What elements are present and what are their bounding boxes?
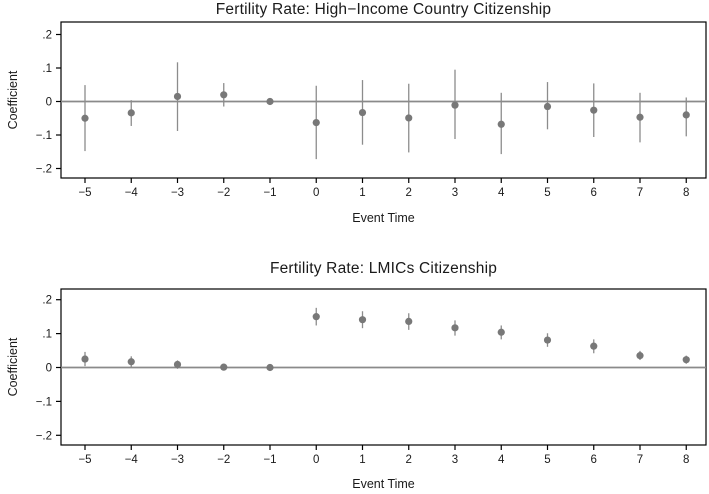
x-tick-label: 7 (637, 187, 643, 199)
panel-title: Fertility Rate: LMICs Citizenship (269, 260, 498, 277)
y-tick-label: −.2 (36, 430, 52, 442)
coefficient-point (451, 101, 459, 109)
x-tick-label: 5 (544, 187, 550, 199)
y-tick-label: .2 (42, 295, 52, 307)
coefficient-point (636, 113, 644, 121)
x-tick-label: −1 (263, 454, 276, 466)
x-tick-label: 1 (359, 187, 365, 199)
x-tick-label: 0 (313, 454, 319, 466)
x-tick-label: 2 (406, 187, 412, 199)
x-tick-label: 2 (406, 454, 412, 466)
x-axis-title: Event Time (352, 477, 415, 491)
coefficient-point (451, 324, 459, 332)
coefficient-point (543, 336, 552, 344)
y-tick-label: .2 (42, 30, 52, 42)
y-tick-label: 0 (46, 363, 52, 375)
x-tick-label: 3 (452, 454, 458, 466)
x-tick-label: 7 (637, 454, 643, 466)
coefficient-point (590, 342, 598, 350)
coefficient-point (266, 97, 274, 106)
x-tick-label: −2 (217, 454, 230, 466)
y-tick-label: 0 (46, 97, 52, 109)
coefficient-point (497, 328, 505, 336)
panel-lmics-citizenship: Fertility Rate: LMICs Citizenship Coeffi… (0, 247, 709, 494)
x-tick-label: −3 (171, 187, 184, 199)
x-axis-title: Event Time (352, 211, 415, 225)
x-tick-label: 3 (452, 187, 458, 199)
coefficient-point (682, 356, 690, 364)
panel-high-income-citizenship: Fertility Rate: High−Income Country Citi… (6, 1, 707, 225)
x-tick-label: 4 (498, 454, 505, 466)
coefficient-point (497, 120, 505, 128)
coefficient-point (220, 91, 228, 99)
coefficient-point (682, 111, 690, 119)
x-tick-label: −3 (171, 454, 184, 466)
y-tick-label: −.2 (36, 164, 52, 176)
coefficient-point (220, 363, 228, 371)
x-tick-label: −5 (78, 454, 91, 466)
x-tick-label: −1 (263, 187, 276, 199)
x-tick-label: 8 (683, 187, 689, 199)
coefficient-point (358, 316, 367, 324)
y-tick-label: .1 (42, 329, 52, 341)
y-tick-label: −.1 (36, 396, 52, 408)
x-tick-label: −4 (125, 454, 139, 466)
coefficient-point (127, 109, 135, 117)
coefficient-point (81, 114, 89, 122)
coefficient-point (266, 363, 274, 372)
coefficient-point (405, 114, 413, 122)
panel-title: Fertility Rate: High−Income Country Citi… (215, 1, 552, 18)
coefficient-point (636, 352, 644, 360)
x-tick-label: 0 (313, 187, 319, 199)
y-tick-label: .1 (42, 63, 52, 75)
coefficient-point (543, 102, 552, 111)
coefficient-point (173, 360, 182, 369)
coefficient-point (590, 106, 598, 114)
coefficient-point (173, 92, 182, 101)
x-tick-label: −5 (78, 187, 91, 199)
coefficient-point (127, 358, 135, 366)
coefficient-point (81, 355, 89, 363)
coefficient-point (358, 108, 367, 117)
coefficient-point (312, 313, 320, 321)
x-tick-label: 4 (498, 187, 505, 199)
plot-high-income: .2 .1 0 −.1 −.2 −5 −4 −3 −2 −1 0 1 2 3 4 5 6 7 8 (36, 21, 707, 199)
x-tick-label: 5 (544, 454, 550, 466)
coefficient-point (312, 119, 320, 127)
plot-lmics: .2 .1 0 −.1 −.2 −5 −4 −3 −2 −1 0 1 2 3 4 5 6 7 8 (36, 288, 707, 466)
coefficient-point (405, 317, 413, 325)
x-tick-label: 6 (591, 187, 597, 199)
y-tick-label: −.1 (36, 130, 52, 142)
x-tick-label: 1 (359, 454, 365, 466)
x-tick-label: 6 (591, 454, 597, 466)
plot-border (60, 21, 707, 179)
x-tick-label: −2 (217, 187, 230, 199)
x-tick-label: −4 (125, 187, 139, 199)
x-tick-label: 8 (683, 454, 689, 466)
